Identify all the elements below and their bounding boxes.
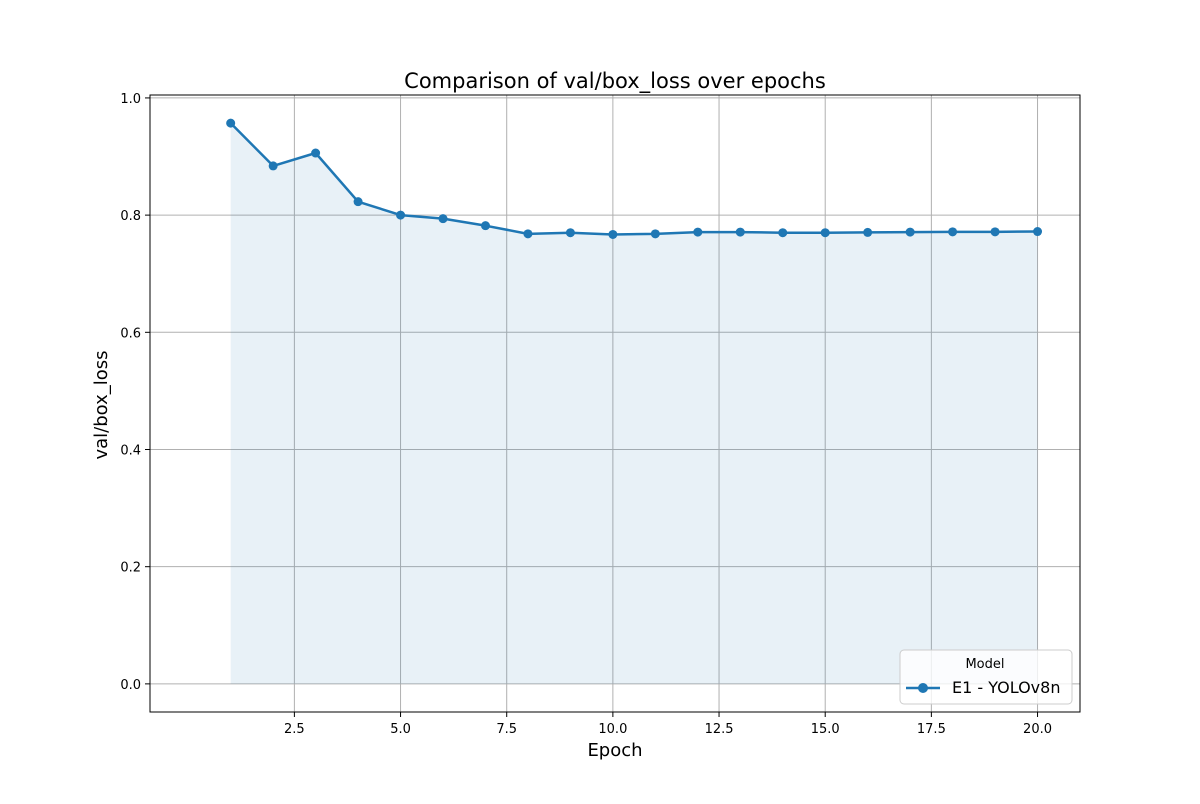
data-point <box>778 228 788 238</box>
data-point <box>1033 227 1043 237</box>
data-point <box>353 197 363 207</box>
series-area-fill <box>230 123 1038 684</box>
x-axis-label: Epoch <box>587 740 642 761</box>
x-tick-label: 10.0 <box>598 722 627 737</box>
x-tick-label: 20.0 <box>1023 722 1052 737</box>
y-axis-label: val/box_loss <box>91 350 112 459</box>
y-tick-label: 0.2 <box>120 561 141 576</box>
line-layer <box>229 122 1038 236</box>
y-tick-label: 0.0 <box>120 678 141 693</box>
legend-series-marker <box>918 683 928 693</box>
grid-layer <box>150 95 1080 712</box>
y-tick-label: 0.6 <box>120 326 141 341</box>
data-point <box>905 227 915 237</box>
series-line <box>229 122 1038 236</box>
data-point <box>693 227 703 237</box>
plot-frame <box>149 94 1081 713</box>
data-point <box>226 118 236 128</box>
data-point <box>608 229 618 239</box>
x-tick-label: 15.0 <box>811 722 840 737</box>
x-axis-ticks: 2.5 5.0 7.5 10.0 12.5 15.0 17.5 20.0 <box>284 712 1052 737</box>
data-point <box>565 228 575 238</box>
y-tick-label: 1.0 <box>120 92 141 107</box>
data-point <box>820 228 830 238</box>
data-point <box>396 210 406 220</box>
chart-title: Comparison of val/box_loss over epochs <box>404 69 826 94</box>
data-point <box>438 214 448 224</box>
data-point <box>311 148 321 158</box>
legend-box <box>899 649 1073 705</box>
x-tick-label: 5.0 <box>390 722 411 737</box>
y-tick-label: 0.8 <box>120 209 141 224</box>
area-layer <box>230 123 1038 684</box>
x-tick-label: 2.5 <box>284 722 305 737</box>
legend-series-label: E1 - YOLOv8n <box>952 678 1060 697</box>
data-point <box>990 227 1000 237</box>
legend: Model E1 - YOLOv8n <box>899 649 1073 705</box>
y-axis-ticks: 0.0 0.2 0.4 0.6 0.8 1.0 <box>120 92 150 693</box>
x-tick-label: 17.5 <box>917 722 946 737</box>
data-point <box>863 227 873 237</box>
data-point <box>268 161 278 171</box>
data-point <box>735 227 745 237</box>
data-point <box>948 227 958 237</box>
x-tick-label: 12.5 <box>705 722 734 737</box>
data-point <box>480 221 490 231</box>
data-point <box>650 229 660 239</box>
y-tick-label: 0.4 <box>120 443 141 458</box>
x-tick-label: 7.5 <box>496 722 517 737</box>
marker-layer <box>226 118 1043 239</box>
legend-title: Model <box>965 657 1004 672</box>
data-point <box>523 229 533 239</box>
